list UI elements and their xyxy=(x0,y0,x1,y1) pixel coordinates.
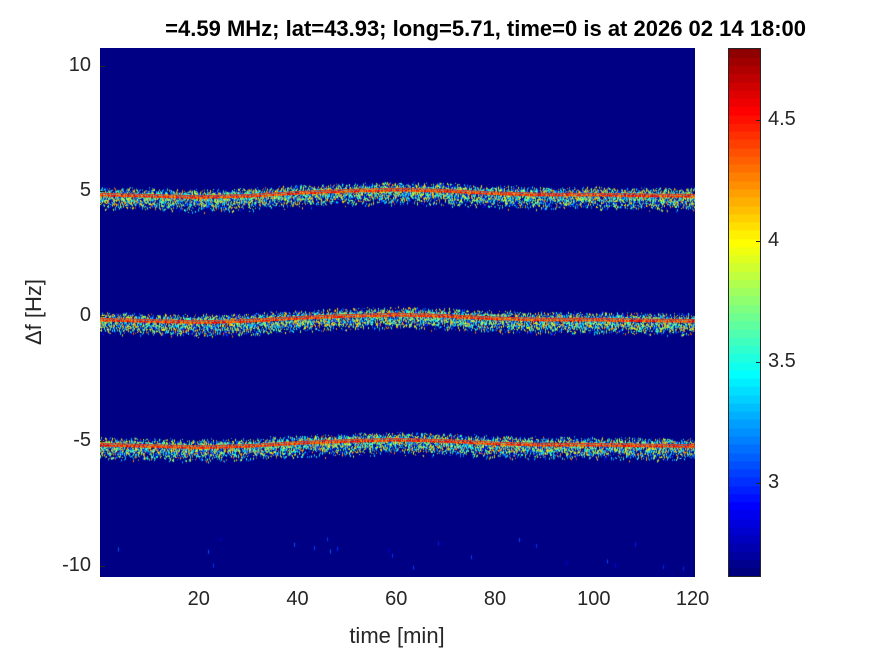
colorbar-tick-label: 4.5 xyxy=(768,108,796,131)
band-ridge-lines xyxy=(100,187,695,447)
x-tick-label: 120 xyxy=(675,588,710,610)
y-tick-label: 10 xyxy=(68,53,91,76)
x-tick-label: 80 xyxy=(483,588,507,610)
plot-area xyxy=(100,48,695,577)
y-tick-label: -5 xyxy=(73,428,91,451)
x-tick-label: 40 xyxy=(286,588,309,610)
colorbar-tick-label: 3.5 xyxy=(768,350,796,373)
spectrogram-heatmap xyxy=(100,48,695,577)
y-tick-mark xyxy=(100,440,105,442)
colorbar-tick-mark xyxy=(756,120,761,122)
y-tick-label: 0 xyxy=(79,303,91,326)
colorbar-tick-mark xyxy=(756,241,761,243)
x-tick-label: 60 xyxy=(385,588,408,610)
y-tick-mark xyxy=(100,65,105,67)
x-tick-label: 100 xyxy=(577,588,611,610)
band-ridge-2 xyxy=(100,437,695,447)
band-ridge-1 xyxy=(100,312,695,322)
colorbar-tick-mark xyxy=(756,362,761,364)
colorbar-tick-mark xyxy=(756,482,761,484)
colorbar-tick-label: 3 xyxy=(768,470,780,493)
y-tick-label: 5 xyxy=(79,178,91,201)
band-ridge-0 xyxy=(100,187,695,197)
colorbar xyxy=(728,48,761,577)
y-tick-mark xyxy=(100,190,105,192)
y-tick-label: -10 xyxy=(62,553,91,576)
chart-title: =4.59 MHz; lat=43.93; long=5.71, time=0 … xyxy=(165,16,806,41)
y-tick-mark xyxy=(100,315,105,317)
x-tick-label: 20 xyxy=(187,588,210,610)
colorbar-tick-label: 4 xyxy=(768,229,780,252)
y-tick-mark xyxy=(100,565,105,567)
x-axis-label: time [min] xyxy=(349,623,445,648)
y-axis-label: Δf [Hz] xyxy=(21,278,46,346)
